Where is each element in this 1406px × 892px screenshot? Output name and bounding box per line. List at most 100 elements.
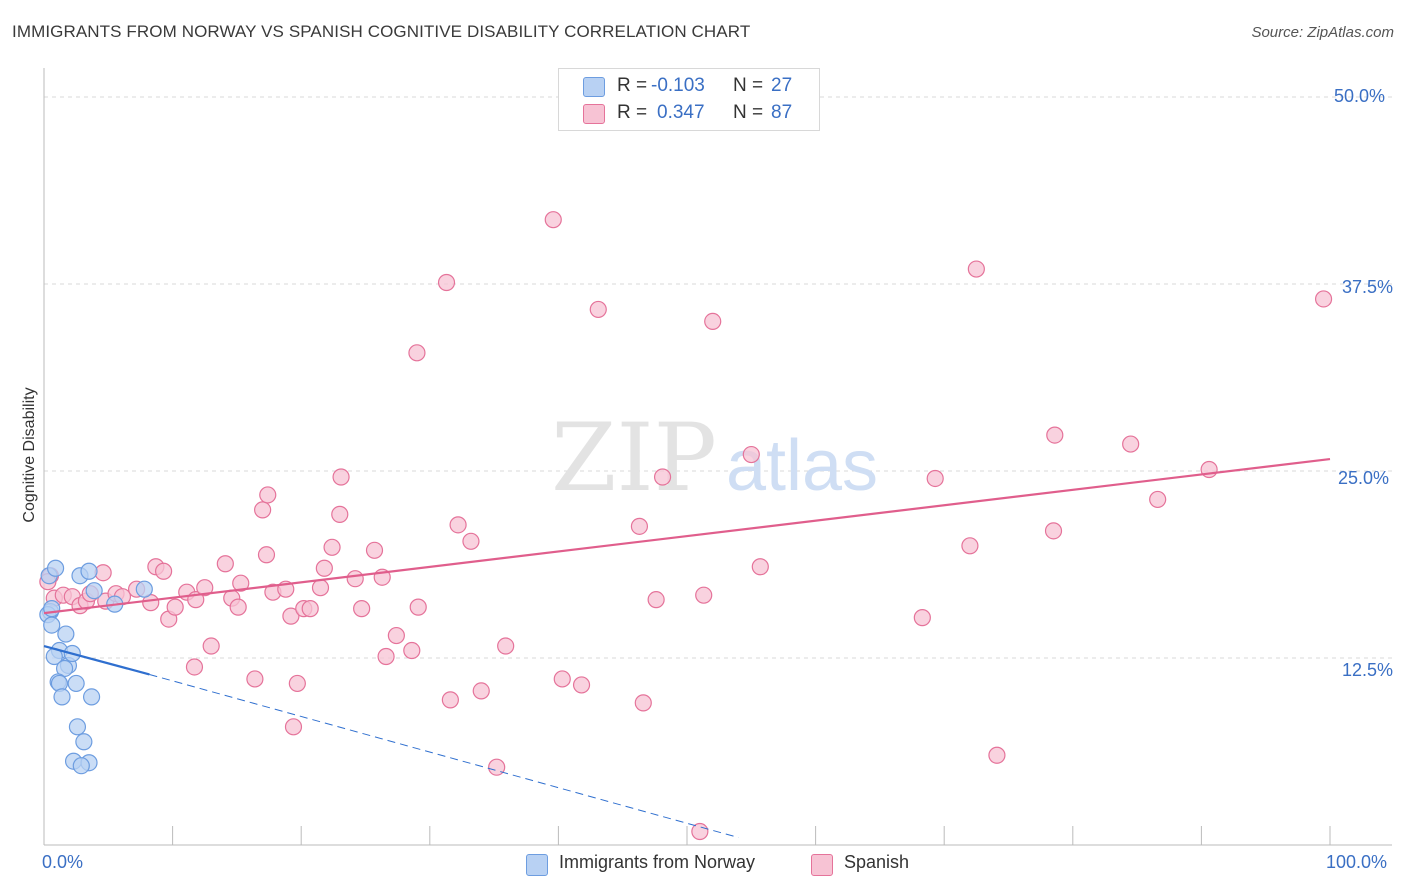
point-spanish: [691, 822, 709, 841]
point-spanish: [462, 532, 480, 550]
legend-n-value: 27: [771, 75, 793, 96]
point-spanish: [437, 273, 456, 292]
point-spanish: [634, 694, 652, 712]
point-spanish: [246, 670, 264, 688]
point-spanish: [216, 555, 234, 573]
point-spanish: [353, 600, 371, 618]
trend-lines: [43, 457, 1331, 839]
trend-line-norway: [43, 644, 150, 676]
point-spanish: [254, 501, 272, 519]
point-spanish: [185, 658, 204, 676]
point-norway: [72, 757, 90, 775]
x-tick-max: 100.0%: [1326, 852, 1388, 872]
point-spanish: [346, 570, 364, 588]
point-spanish: [1149, 490, 1167, 509]
point-spanish: [196, 579, 214, 597]
point-spanish: [154, 562, 173, 580]
point-spanish: [742, 445, 760, 464]
point-norway: [57, 625, 75, 643]
watermark-atlas: atlas: [726, 426, 878, 506]
legend-n-value: 87: [771, 102, 793, 123]
point-spanish: [229, 598, 247, 616]
point-spanish: [202, 637, 220, 655]
bottom-legend-label-norway: Immigrants from Norway: [559, 852, 756, 872]
point-spanish: [751, 558, 769, 576]
legend: R = -0.103 N = 27 R = 0.347 N = 87: [558, 68, 820, 131]
source-label: Source: ZipAtlas.com: [1251, 24, 1394, 41]
point-spanish: [315, 559, 333, 577]
point-norway: [82, 688, 101, 706]
point-spanish: [653, 468, 672, 486]
trend-line-spanish: [43, 457, 1331, 615]
point-spanish: [387, 626, 405, 645]
point-norway: [46, 559, 65, 577]
legend-r-value: -0.103: [651, 75, 705, 96]
point-spanish: [572, 676, 591, 694]
trend-line-norway-extension: [149, 673, 739, 839]
point-norway: [43, 600, 61, 618]
legend-n-label: N =: [733, 102, 764, 123]
point-spanish: [282, 607, 300, 625]
point-spanish: [332, 468, 350, 486]
point-spanish: [441, 691, 459, 709]
point-spanish: [967, 260, 985, 278]
point-spanish: [284, 718, 303, 736]
point-spanish: [311, 579, 330, 597]
point-spanish: [259, 486, 277, 504]
point-spanish: [257, 546, 276, 564]
y-tick-37-5: 37.5%: [1342, 277, 1394, 297]
point-spanish: [288, 674, 306, 693]
point-spanish: [365, 541, 384, 559]
y-tick-50: 50.0%: [1334, 86, 1386, 106]
bottom-legend-swatch-spanish: [811, 854, 833, 876]
point-spanish: [488, 758, 506, 776]
legend-swatch-norway: [583, 77, 605, 97]
point-norway: [135, 580, 153, 598]
point-spanish: [497, 637, 515, 655]
point-spanish: [695, 586, 713, 604]
watermark: ZIP atlas: [551, 404, 878, 513]
point-spanish: [961, 537, 979, 555]
point-spanish: [913, 609, 931, 627]
point-spanish: [472, 682, 490, 700]
point-spanish: [1046, 426, 1064, 444]
point-spanish: [232, 574, 250, 592]
point-spanish: [1122, 435, 1140, 453]
point-spanish: [926, 469, 944, 488]
gridlines: [44, 96, 1392, 659]
point-spanish: [166, 598, 184, 616]
point-spanish: [544, 211, 562, 229]
point-norway: [80, 562, 98, 580]
data-points: [39, 211, 1333, 841]
point-norway: [75, 733, 93, 751]
point-spanish: [323, 538, 341, 556]
point-spanish: [94, 564, 112, 582]
point-spanish: [589, 300, 607, 319]
point-spanish: [553, 670, 571, 688]
point-spanish: [403, 641, 421, 660]
bottom-legend-label-spanish: Spanish: [844, 852, 910, 872]
point-spanish: [408, 344, 426, 362]
x-tick-min: 0.0%: [42, 852, 84, 872]
point-spanish: [988, 746, 1006, 764]
legend-r-label: R =: [617, 75, 648, 96]
point-spanish: [409, 598, 427, 616]
point-norway: [53, 688, 71, 706]
y-tick-25: 25.0%: [1338, 468, 1390, 488]
chart-title: IMMIGRANTS FROM NORWAY VS SPANISH COGNIT…: [12, 22, 751, 41]
point-spanish: [301, 600, 319, 618]
legend-n-label: N =: [733, 75, 764, 96]
watermark-zip: ZIP: [551, 404, 717, 513]
point-spanish: [1314, 290, 1333, 308]
y-tick-12-5: 12.5%: [1342, 660, 1394, 680]
point-norway: [43, 616, 61, 634]
point-spanish: [647, 591, 665, 609]
point-spanish: [331, 505, 349, 523]
point-spanish: [630, 517, 649, 535]
legend-r-label: R =: [617, 102, 648, 123]
axes: [43, 68, 1392, 846]
point-spanish: [377, 647, 395, 666]
point-spanish: [1044, 522, 1063, 540]
point-norway: [68, 718, 87, 736]
